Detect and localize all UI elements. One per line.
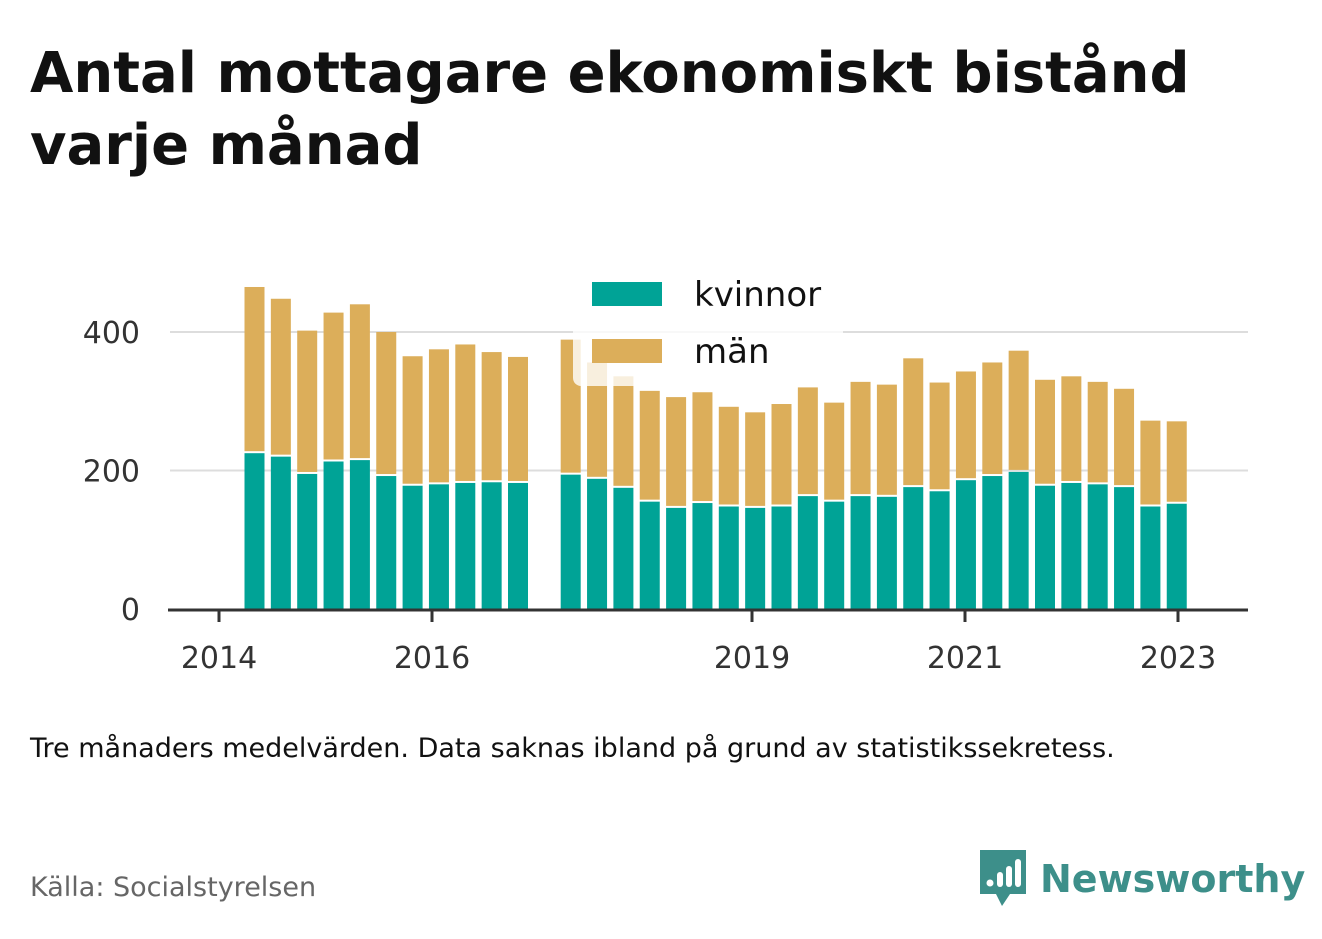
bar-kvinnor <box>270 456 291 609</box>
bar-kvinnor <box>376 476 397 609</box>
bar-man <box>402 356 423 484</box>
bar-kvinnor <box>797 496 818 609</box>
x-tick-label: 2016 <box>394 641 470 676</box>
bar-kvinnor <box>1140 506 1161 609</box>
bar-man <box>455 344 476 481</box>
bar-man <box>1166 421 1187 502</box>
bar-kvinnor <box>718 506 739 609</box>
bar-man <box>349 304 370 459</box>
y-tick-label: 400 <box>83 316 140 351</box>
bar-man <box>1035 379 1055 484</box>
bar-man <box>1008 350 1029 470</box>
bar-man <box>666 397 687 506</box>
bar-kvinnor <box>1008 471 1029 609</box>
x-tick-label: 2021 <box>927 641 1003 676</box>
bar-kvinnor <box>1035 485 1055 609</box>
x-tick-label: 2014 <box>181 641 257 676</box>
bar-man <box>1114 388 1135 486</box>
bar-man <box>876 384 897 495</box>
bar-kvinnor <box>587 478 608 609</box>
bar-man <box>1140 420 1161 505</box>
bar-kvinnor <box>639 501 660 609</box>
bar-kvinnor <box>1166 503 1187 609</box>
bar-man <box>824 402 845 500</box>
bar-kvinnor <box>771 506 792 609</box>
bar-kvinnor <box>745 507 766 609</box>
brand-name: Newsworthy <box>1040 857 1306 901</box>
bar-man <box>1087 381 1108 483</box>
legend-swatch <box>592 339 662 363</box>
source-label: Källa: Socialstyrelsen <box>30 872 317 903</box>
bar-man <box>428 349 449 483</box>
bar-kvinnor <box>1087 484 1108 609</box>
bar-kvinnor <box>955 480 976 609</box>
bar-man <box>929 382 950 490</box>
bar-man <box>376 332 397 475</box>
chart-title: Antal mottagare ekonomiskt bistånd varje… <box>30 41 1190 178</box>
bar-man <box>692 392 713 502</box>
bar-man <box>244 286 265 452</box>
bar-man <box>270 298 291 455</box>
bar-kvinnor <box>455 482 476 609</box>
bar-man <box>745 412 766 506</box>
bar-kvinnor <box>982 476 1003 609</box>
bar-kvinnor <box>349 460 370 609</box>
y-tick-label: 200 <box>83 455 140 490</box>
bar-kvinnor <box>876 496 897 609</box>
bar-man <box>508 356 528 481</box>
bar-kvinnor <box>850 496 871 609</box>
bar-kvinnor <box>402 485 423 609</box>
bar-man <box>982 362 1003 475</box>
bar-kvinnor <box>1114 487 1135 609</box>
legend-label: män <box>694 332 770 372</box>
bar-man <box>587 362 608 477</box>
bar-kvinnor <box>508 482 528 609</box>
bar-kvinnor <box>692 503 713 609</box>
bar-kvinnor <box>560 474 581 609</box>
bar-kvinnor <box>929 491 950 609</box>
bar-man <box>1061 376 1082 481</box>
legend-label: kvinnor <box>694 275 821 315</box>
bar-kvinnor <box>297 473 318 609</box>
bar-kvinnor <box>244 453 265 609</box>
bar-kvinnor <box>613 487 634 609</box>
bar-man <box>797 387 818 495</box>
bar-man <box>639 390 660 500</box>
bar-man <box>613 376 634 486</box>
legend-swatch <box>592 282 662 306</box>
bar-kvinnor <box>824 501 845 609</box>
chat-chart-icon <box>980 850 1026 906</box>
chart-note: Tre månaders medelvärden. Data saknas ib… <box>30 733 1115 764</box>
bar-man <box>718 406 739 505</box>
y-tick-label: 0 <box>121 593 140 628</box>
bar-man <box>481 352 502 481</box>
bar-man <box>297 330 318 472</box>
bar-kvinnor <box>481 482 502 609</box>
bar-man <box>323 312 344 460</box>
x-tick-label: 2023 <box>1140 641 1216 676</box>
bar-kvinnor <box>1061 482 1082 609</box>
bar-man <box>850 381 871 495</box>
bar-kvinnor <box>323 461 344 609</box>
bar-kvinnor <box>428 484 449 609</box>
bar-kvinnor <box>666 507 687 609</box>
bar-man <box>955 371 976 479</box>
bar-man <box>903 358 924 486</box>
bar-kvinnor <box>903 487 924 609</box>
newsworthy-logo: Newsworthy <box>980 850 1305 908</box>
bar-man <box>771 404 792 505</box>
x-tick-label: 2019 <box>714 641 790 676</box>
